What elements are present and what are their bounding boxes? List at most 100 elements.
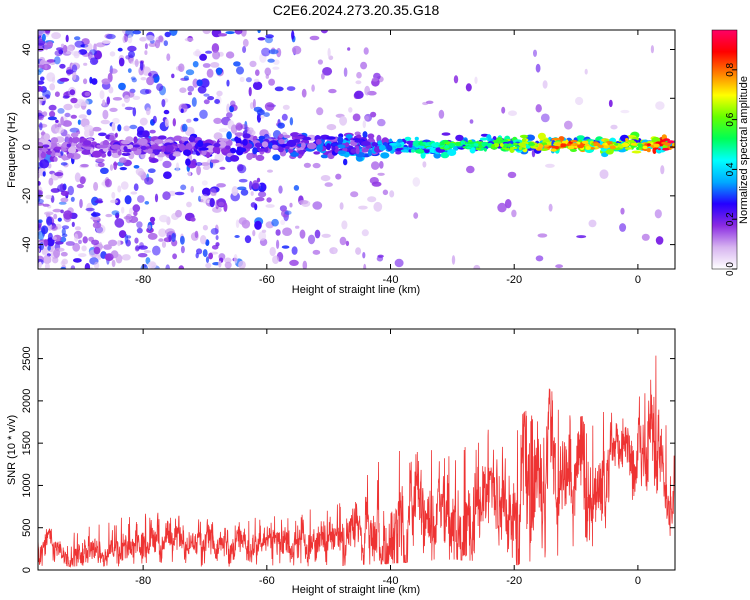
heatmap-band-cell <box>151 158 156 163</box>
heatmap-noise-cell <box>60 162 68 166</box>
heatmap-noise-cell <box>98 132 107 137</box>
heatmap-noise-cell <box>44 211 54 216</box>
heatmap-noise-cell <box>321 73 325 80</box>
heatmap-noise-cell <box>72 242 81 252</box>
heatmap-noise-cell <box>185 69 195 76</box>
heatmap-noise-cell <box>60 251 68 257</box>
heatmap-noise-cell <box>174 191 185 196</box>
heatmap-noise-cell <box>465 83 472 92</box>
heatmap-noise-cell <box>655 236 664 245</box>
heatmap-noise-cell <box>71 64 78 73</box>
heatmap-noise-cell <box>132 107 137 117</box>
heatmap-noise-cell <box>303 162 311 168</box>
heatmap-noise-cell <box>379 161 384 169</box>
snr-x-tick-label: -80 <box>135 575 151 587</box>
heatmap-noise-cell <box>102 99 106 106</box>
heatmap-noise-cell <box>54 172 64 177</box>
heatmap-band-cell <box>380 152 390 159</box>
heatmap-noise-cell <box>40 76 45 81</box>
heatmap-noise-cell <box>599 169 609 179</box>
heatmap-x-tick-label: 0 <box>635 274 641 286</box>
heatmap-band-cell <box>334 145 339 153</box>
heatmap-core-cell <box>466 146 472 149</box>
heatmap-noise-cell <box>101 181 106 186</box>
heatmap-noise-cell <box>109 107 118 112</box>
heatmap-noise-cell <box>67 185 75 196</box>
heatmap-core-cell <box>671 142 675 147</box>
heatmap-core-cell <box>528 142 535 146</box>
heatmap-noise-cell <box>103 244 112 250</box>
heatmap-noise-cell <box>389 190 395 198</box>
heatmap-band-cell <box>411 146 416 150</box>
heatmap-core-cell <box>636 147 640 150</box>
heatmap-core-cell <box>591 143 595 146</box>
heatmap-band-cell <box>40 152 47 159</box>
heatmap-noise-cell <box>42 171 46 177</box>
heatmap-noise-cell <box>147 232 158 240</box>
heatmap-core-cell <box>483 147 487 152</box>
heatmap-noise-cell <box>195 162 203 166</box>
heatmap-band-cell <box>155 146 164 150</box>
heatmap-y-tick-label: 20 <box>21 92 33 104</box>
heatmap-noise-cell <box>77 119 81 125</box>
heatmap-y-tick-label: 0 <box>21 144 33 150</box>
heatmap-noise-cell <box>209 188 217 197</box>
heatmap-band-cell <box>183 149 191 156</box>
heatmap-core-cell <box>418 145 426 148</box>
heatmap-noise-cell <box>60 209 64 214</box>
heatmap-core-cell <box>570 140 578 143</box>
heatmap-noise-cell <box>53 234 62 242</box>
heatmap-noise-cell <box>196 79 203 87</box>
heatmap-noise-cell <box>74 40 85 48</box>
heatmap-noise-cell <box>264 67 272 76</box>
heatmap-noise-cell <box>121 254 131 261</box>
heatmap-core-cell <box>593 142 601 146</box>
heatmap-noise-cell <box>281 245 290 249</box>
heatmap-y-tick-label: -20 <box>21 188 33 204</box>
heatmap-core-cell <box>513 142 518 146</box>
heatmap-band-cell <box>272 144 278 149</box>
heatmap-core-cell <box>500 143 504 147</box>
heatmap-noise-cell <box>272 66 280 70</box>
heatmap-noise-cell <box>54 56 61 65</box>
heatmap-band-cell <box>264 147 269 153</box>
heatmap-core-cell <box>598 144 604 148</box>
heatmap-noise-cell <box>208 252 214 260</box>
heatmap-noise-cell <box>163 109 170 115</box>
heatmap-noise-cell <box>650 45 655 54</box>
heatmap-noise-cell <box>169 30 178 36</box>
heatmap-band-cell <box>406 140 415 145</box>
heatmap-band-cell <box>306 142 317 150</box>
heatmap-noise-cell <box>265 34 274 39</box>
heatmap-noise-cell <box>133 183 139 191</box>
heatmap-noise-cell <box>363 263 367 269</box>
heatmap-noise-cell <box>38 198 44 204</box>
heatmap-noise-cell <box>135 167 145 176</box>
heatmap-noise-cell <box>148 72 152 77</box>
heatmap-core-cell <box>426 146 434 149</box>
heatmap-noise-cell <box>161 99 166 108</box>
heatmap-noise-cell <box>352 113 361 122</box>
heatmap-noise-cell <box>38 80 45 85</box>
heatmap-noise-cell <box>53 248 61 258</box>
heatmap-noise-cell <box>130 191 138 195</box>
heatmap-band-cell <box>50 137 59 144</box>
heatmap-noise-cell <box>203 93 210 97</box>
heatmap-noise-cell <box>394 258 404 268</box>
heatmap-noise-cell <box>78 114 88 119</box>
heatmap-noise-cell <box>215 242 220 247</box>
heatmap-noise-cell <box>202 249 208 258</box>
heatmap-noise-cell <box>123 215 132 220</box>
heatmap-noise-cell <box>84 91 91 97</box>
heatmap-noise-cell <box>252 229 256 237</box>
heatmap-noise-cell <box>289 259 299 266</box>
heatmap-band-cell <box>300 139 310 144</box>
heatmap-noise-cell <box>84 129 90 138</box>
heatmap-noise-cell <box>341 220 348 230</box>
heatmap-noise-cell <box>134 237 139 244</box>
heatmap-core-cell <box>466 141 475 145</box>
heatmap-noise-cell <box>321 233 331 238</box>
heatmap-band-cell <box>326 136 336 140</box>
heatmap-band-cell <box>45 150 52 155</box>
